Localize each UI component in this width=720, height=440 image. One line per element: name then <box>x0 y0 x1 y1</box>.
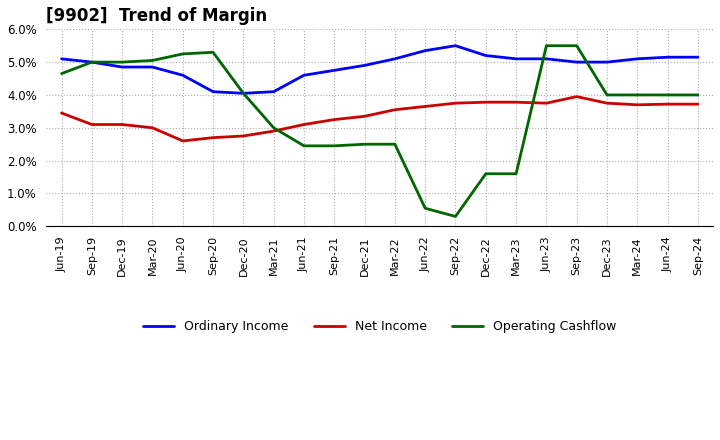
Net Income <box>390 107 399 112</box>
Ordinary Income <box>330 68 338 73</box>
Operating Cashflow <box>239 91 248 96</box>
Text: [9902]  Trend of Margin: [9902] Trend of Margin <box>46 7 268 25</box>
Ordinary Income <box>88 59 96 65</box>
Operating Cashflow <box>209 50 217 55</box>
Net Income <box>633 102 642 107</box>
Line: Net Income: Net Income <box>62 97 698 141</box>
Net Income <box>512 99 521 105</box>
Net Income <box>421 104 430 109</box>
Net Income <box>663 102 672 107</box>
Operating Cashflow <box>482 171 490 176</box>
Net Income <box>451 100 460 106</box>
Ordinary Income <box>58 56 66 62</box>
Net Income <box>239 133 248 139</box>
Net Income <box>269 128 278 134</box>
Net Income <box>572 94 581 99</box>
Operating Cashflow <box>390 142 399 147</box>
Operating Cashflow <box>603 92 611 98</box>
Net Income <box>330 117 338 122</box>
Operating Cashflow <box>269 125 278 130</box>
Net Income <box>88 122 96 127</box>
Ordinary Income <box>633 56 642 62</box>
Ordinary Income <box>572 59 581 65</box>
Net Income <box>58 110 66 116</box>
Operating Cashflow <box>88 59 96 65</box>
Operating Cashflow <box>512 171 521 176</box>
Operating Cashflow <box>421 205 430 211</box>
Ordinary Income <box>179 73 187 78</box>
Operating Cashflow <box>148 58 157 63</box>
Operating Cashflow <box>542 43 551 48</box>
Ordinary Income <box>542 56 551 62</box>
Net Income <box>603 100 611 106</box>
Ordinary Income <box>300 73 308 78</box>
Line: Ordinary Income: Ordinary Income <box>62 46 698 93</box>
Ordinary Income <box>390 56 399 62</box>
Ordinary Income <box>269 89 278 94</box>
Operating Cashflow <box>300 143 308 148</box>
Operating Cashflow <box>58 71 66 76</box>
Net Income <box>148 125 157 130</box>
Ordinary Income <box>663 55 672 60</box>
Operating Cashflow <box>360 142 369 147</box>
Net Income <box>118 122 127 127</box>
Ordinary Income <box>482 53 490 58</box>
Ordinary Income <box>451 43 460 48</box>
Ordinary Income <box>239 91 248 96</box>
Operating Cashflow <box>330 143 338 148</box>
Net Income <box>300 122 308 127</box>
Net Income <box>482 99 490 105</box>
Ordinary Income <box>512 56 521 62</box>
Operating Cashflow <box>693 92 702 98</box>
Net Income <box>693 102 702 107</box>
Ordinary Income <box>421 48 430 53</box>
Net Income <box>542 100 551 106</box>
Ordinary Income <box>118 64 127 70</box>
Operating Cashflow <box>572 43 581 48</box>
Net Income <box>179 138 187 143</box>
Line: Operating Cashflow: Operating Cashflow <box>62 46 698 216</box>
Operating Cashflow <box>179 51 187 57</box>
Net Income <box>360 114 369 119</box>
Ordinary Income <box>148 64 157 70</box>
Operating Cashflow <box>633 92 642 98</box>
Legend: Ordinary Income, Net Income, Operating Cashflow: Ordinary Income, Net Income, Operating C… <box>138 315 621 338</box>
Ordinary Income <box>209 89 217 94</box>
Ordinary Income <box>360 63 369 68</box>
Operating Cashflow <box>451 214 460 219</box>
Operating Cashflow <box>663 92 672 98</box>
Ordinary Income <box>693 55 702 60</box>
Operating Cashflow <box>118 59 127 65</box>
Net Income <box>209 135 217 140</box>
Ordinary Income <box>603 59 611 65</box>
